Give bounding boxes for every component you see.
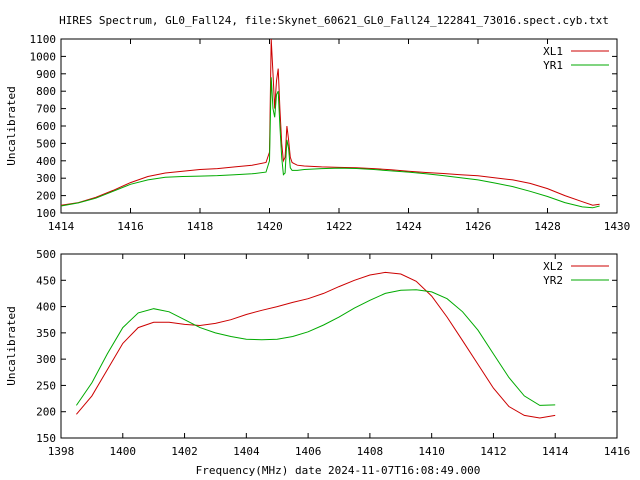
- y-tick-label: 1100: [30, 33, 57, 46]
- series-line-yr2: [75, 289, 556, 406]
- x-tick-label: 1428: [534, 220, 561, 233]
- x-tick-label: 1426: [465, 220, 492, 233]
- series-line-xl2: [76, 271, 556, 419]
- x-tick-label: 1412: [480, 445, 507, 458]
- y-tick-label: 800: [36, 85, 56, 98]
- y-tick-label: 1000: [30, 50, 57, 63]
- legend-label-yr2: YR2: [543, 274, 563, 287]
- y-tick-label: 500: [36, 137, 56, 150]
- x-tick-label: 1418: [187, 220, 214, 233]
- figure-title: HIRES Spectrum, GL0_Fall24, file:Skynet_…: [59, 14, 609, 27]
- x-tick-label: 1420: [256, 220, 283, 233]
- x-tick-label: 1422: [326, 220, 353, 233]
- x-tick-label: 1402: [171, 445, 198, 458]
- y-tick-label: 100: [36, 207, 56, 220]
- x-tick-label: 1414: [48, 220, 75, 233]
- y-tick-label: 350: [36, 327, 56, 340]
- x-tick-label: 1398: [48, 445, 75, 458]
- y-tick-label: 700: [36, 103, 56, 116]
- x-tick-label: 1416: [117, 220, 144, 233]
- y-tick-label: 200: [36, 190, 56, 203]
- legend-label-xl2: XL2: [543, 260, 563, 273]
- legend-label-xl1: XL1: [543, 45, 563, 58]
- y-axis-label: Uncalibrated: [5, 86, 18, 165]
- y-tick-label: 900: [36, 68, 56, 81]
- x-tick-label: 1416: [604, 445, 631, 458]
- x-tick-label: 1414: [542, 445, 569, 458]
- y-tick-label: 600: [36, 120, 56, 133]
- bottom-panel: 1398 1400 1402 1404 1406 1408 1410 1412 1414 1416…: [5, 248, 630, 458]
- y-tick-label: 150: [36, 432, 56, 445]
- y-tick-label: 300: [36, 353, 56, 366]
- plot-frame: [60, 253, 618, 439]
- x-tick-label: 1406: [295, 445, 322, 458]
- x-tick-label: 1430: [604, 220, 631, 233]
- y-tick-label: 400: [36, 155, 56, 168]
- y-tick-label: 300: [36, 172, 56, 185]
- y-tick-label: 400: [36, 301, 56, 314]
- series-line-yr1: [60, 77, 600, 209]
- y-tick-label: 250: [36, 379, 56, 392]
- x-tick-label: 1400: [110, 445, 137, 458]
- x-tick-label: 1410: [418, 445, 445, 458]
- x-tick-label: 1408: [357, 445, 384, 458]
- y-tick-label: 200: [36, 406, 56, 419]
- x-axis-label: Frequency(MHz) date 2024-11-07T16:08:49.…: [196, 464, 481, 477]
- y-tick-label: 500: [36, 248, 56, 261]
- series-line-xl1: [60, 38, 600, 206]
- y-axis-label: Uncalibrated: [5, 306, 18, 385]
- legend-label-yr1: YR1: [543, 59, 563, 72]
- y-tick-label: 450: [36, 274, 56, 287]
- x-tick-label: 1404: [233, 445, 260, 458]
- top-panel: 1414 1416 1418 1420 1422 1424 1426 1428 1430 100 2…: [5, 33, 630, 233]
- x-tick-label: 1424: [395, 220, 422, 233]
- plot-frame: [60, 38, 618, 214]
